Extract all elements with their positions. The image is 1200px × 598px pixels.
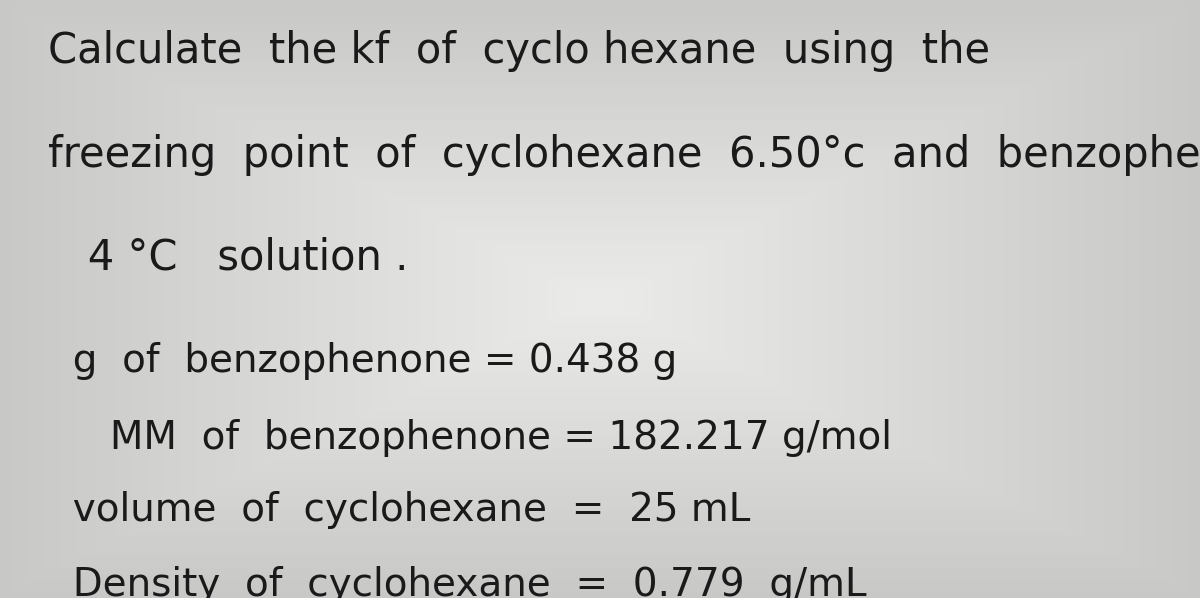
Text: MM  of  benzophenone = 182.217 g/mol: MM of benzophenone = 182.217 g/mol [48, 419, 892, 457]
Text: Calculate  the kf  of  cyclo hexane  using  the: Calculate the kf of cyclo hexane using t… [48, 30, 990, 72]
Text: Density  of  cyclohexane  =  0.779  g/mL: Density of cyclohexane = 0.779 g/mL [48, 566, 866, 598]
Text: freezing  point  of  cyclohexane  6.50°c  and  benzophenone: freezing point of cyclohexane 6.50°c and… [48, 135, 1200, 176]
Text: 4 °C   solution .: 4 °C solution . [48, 236, 408, 278]
Text: volume  of  cyclohexane  =  25 mL: volume of cyclohexane = 25 mL [48, 491, 750, 529]
Text: g  of  benzophenone = 0.438 g: g of benzophenone = 0.438 g [48, 341, 677, 380]
